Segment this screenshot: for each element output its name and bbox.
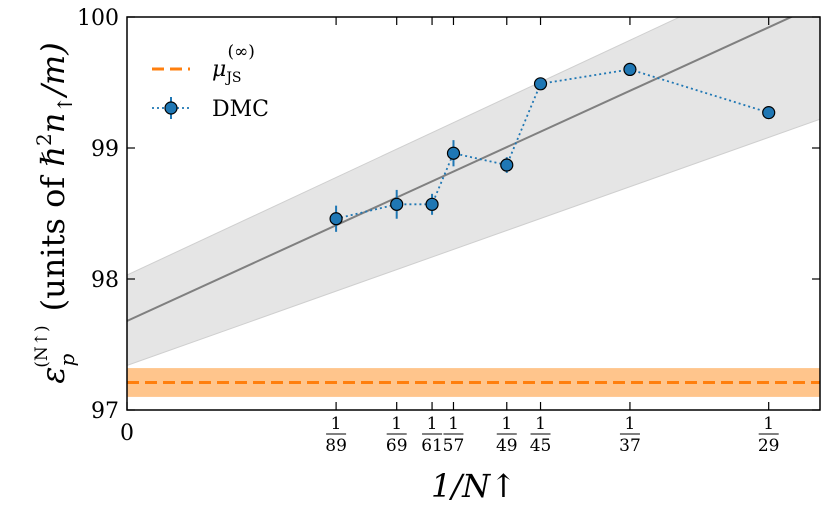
- fit-confidence-band: [127, 17, 820, 366]
- dmc-point: [390, 197, 404, 211]
- dmc-point: [762, 106, 776, 120]
- svg-text:εp(N↑)(units of ℏ2n↑/m): εp(N↑)(units of ℏ2n↑/m): [32, 42, 79, 383]
- x-tick-denominator: 37: [619, 436, 641, 456]
- dmc-point: [500, 158, 514, 172]
- x-axis-label: 1/N↑: [431, 467, 517, 505]
- x-tick-denominator: 45: [530, 436, 552, 456]
- legend-reference-label: μJS(∞): [212, 42, 255, 86]
- plot-area: [127, 17, 820, 397]
- x-tick-denominator: 29: [758, 436, 780, 456]
- x-tick-denominator: 49: [496, 436, 518, 456]
- legend-dmc-marker: [164, 101, 178, 115]
- dmc-point: [446, 146, 461, 160]
- dmc-points: [329, 62, 776, 232]
- fit-line: [127, 17, 794, 322]
- plot-frame: [126, 16, 821, 411]
- x-tick-denominator: 61: [421, 436, 443, 456]
- y-tick-label: 98: [91, 268, 119, 293]
- x-tick-numerator: 1: [535, 414, 546, 434]
- x-tick-label-zero: 0: [120, 421, 134, 446]
- dmc-dotted-line: [335, 68, 769, 220]
- x-tick-numerator: 1: [427, 414, 438, 434]
- x-tick-denominator: 89: [325, 436, 347, 456]
- legend: μJS(∞) DMC: [152, 42, 269, 122]
- y-axis-ticks: 97 98 99 100: [77, 6, 820, 424]
- x-tick-denominator: 69: [386, 436, 408, 456]
- y-axis-label: εp(N↑)(units of ℏ2n↑/m): [32, 42, 79, 383]
- y-tick-label: 99: [91, 137, 119, 162]
- x-tick-numerator: 1: [501, 414, 512, 434]
- x-tick-denominator: 57: [443, 436, 465, 456]
- x-tick-numerator: 1: [448, 414, 459, 434]
- y-tick-label: 97: [91, 399, 119, 424]
- dmc-point: [623, 62, 637, 77]
- legend-dmc-label: DMC: [212, 97, 269, 122]
- x-tick-numerator: 1: [391, 414, 402, 434]
- dmc-point: [329, 212, 343, 226]
- y-tick-label: 100: [77, 6, 119, 31]
- x-tick-numerator: 1: [763, 414, 774, 434]
- dmc-point: [533, 77, 548, 91]
- x-tick-numerator: 1: [625, 414, 636, 434]
- x-tick-numerator: 1: [331, 414, 342, 434]
- dmc-point: [425, 197, 439, 211]
